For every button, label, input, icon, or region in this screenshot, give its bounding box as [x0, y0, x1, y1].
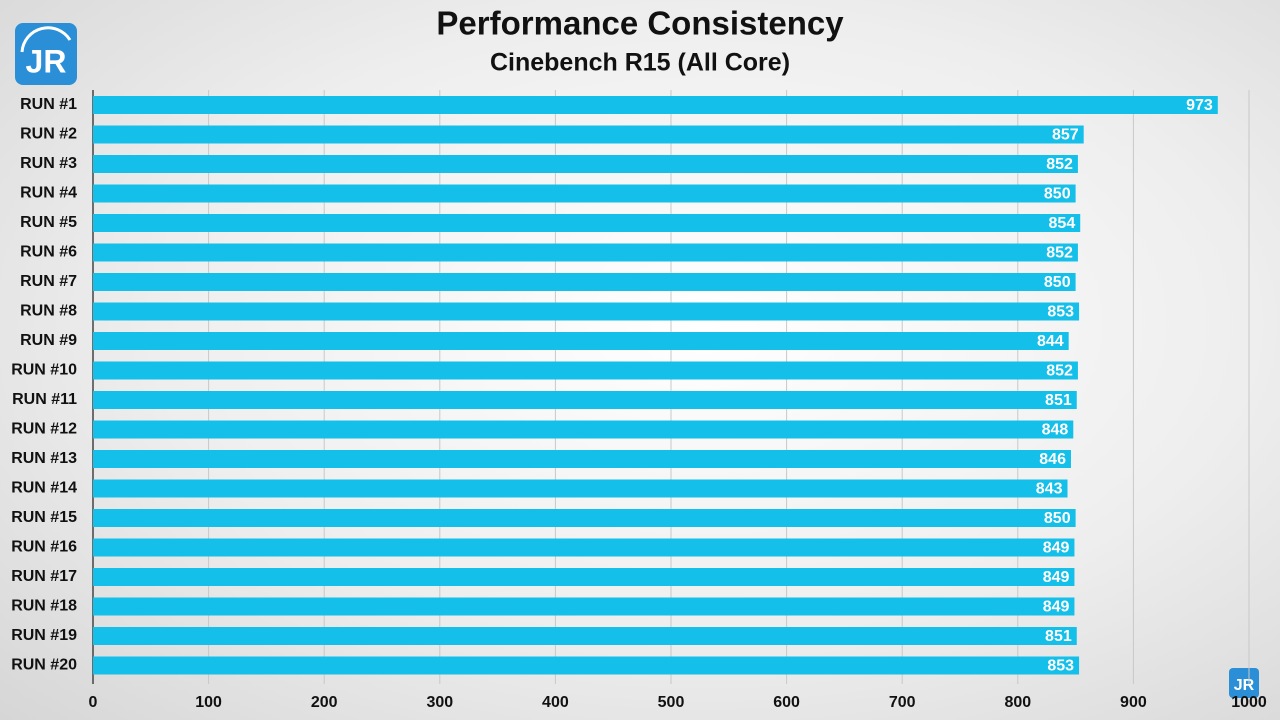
y-tick-label: RUN #16 — [11, 539, 77, 556]
bar — [93, 184, 1076, 203]
x-tick-label: 900 — [1120, 694, 1147, 711]
value-label: 851 — [1045, 392, 1072, 409]
value-label: 853 — [1047, 304, 1074, 321]
logo-arc — [20, 26, 72, 53]
bar — [93, 627, 1077, 645]
bar — [93, 332, 1069, 350]
value-label: 853 — [1047, 658, 1074, 675]
chart-title: Performance Consistency — [436, 5, 844, 42]
bar — [93, 214, 1081, 232]
value-label: 852 — [1046, 245, 1073, 262]
x-tick-label: 100 — [195, 694, 222, 711]
y-tick-label: RUN #1 — [20, 96, 77, 113]
y-tick-label: RUN #19 — [11, 627, 77, 644]
y-tick-label: RUN #4 — [20, 185, 77, 202]
y-tick-label: RUN #10 — [11, 362, 77, 379]
y-tick-label: RUN #11 — [12, 391, 77, 408]
x-tick-label: 0 — [89, 694, 98, 711]
x-tick-label: 300 — [426, 694, 453, 711]
value-label: 850 — [1044, 186, 1071, 203]
bar — [93, 656, 1080, 675]
x-tick-label: 600 — [773, 694, 800, 711]
bar — [93, 479, 1068, 498]
y-tick-label: RUN #9 — [20, 332, 77, 349]
logo-badge — [15, 23, 77, 85]
y-tick-label: RUN #12 — [11, 421, 77, 438]
x-tick-label: 200 — [311, 694, 338, 711]
value-label: 852 — [1046, 363, 1073, 380]
value-label: 849 — [1043, 599, 1070, 616]
y-tick-label: RUN #7 — [20, 273, 77, 290]
bar — [93, 391, 1077, 409]
bar — [93, 243, 1078, 262]
value-label: 851 — [1045, 628, 1072, 645]
y-tick-label: RUN #3 — [20, 155, 77, 172]
y-tick-label: RUN #5 — [20, 214, 77, 231]
value-label: 850 — [1044, 274, 1071, 291]
bar — [93, 155, 1078, 173]
logo-text: JR — [1234, 677, 1255, 694]
chart-subtitle: Cinebench R15 (All Core) — [490, 49, 790, 77]
logo-badge — [1229, 668, 1259, 698]
bar — [93, 273, 1076, 291]
y-tick-label: RUN #8 — [20, 303, 77, 320]
bar — [93, 420, 1074, 439]
y-tick-label: RUN #14 — [11, 480, 77, 497]
bar — [93, 450, 1071, 468]
bar — [93, 509, 1076, 527]
y-tick-label: RUN #17 — [11, 568, 77, 585]
value-label: 846 — [1039, 451, 1066, 468]
logo: JR — [15, 23, 77, 85]
value-label: 857 — [1052, 127, 1079, 144]
x-tick-label: 800 — [1004, 694, 1031, 711]
x-tick-label: 700 — [889, 694, 916, 711]
value-label: 843 — [1036, 481, 1063, 498]
value-label: 848 — [1042, 422, 1069, 439]
bar — [93, 538, 1075, 557]
value-label: 849 — [1043, 540, 1070, 557]
y-tick-label: RUN #6 — [20, 244, 77, 261]
y-tick-label: RUN #13 — [11, 450, 77, 467]
value-label: 849 — [1043, 569, 1070, 586]
x-tick-label: 400 — [542, 694, 569, 711]
bar — [93, 302, 1080, 321]
bar — [93, 96, 1218, 114]
value-label: 852 — [1046, 156, 1073, 173]
y-tick-label: RUN #15 — [11, 509, 77, 526]
y-tick-label: RUN #20 — [11, 657, 77, 674]
x-tick-label: 500 — [658, 694, 685, 711]
logo-text: JR — [26, 43, 67, 79]
value-label: 854 — [1049, 215, 1076, 232]
y-tick-label: RUN #2 — [20, 126, 77, 143]
value-label: 973 — [1186, 97, 1213, 114]
bar — [93, 125, 1084, 144]
bar — [93, 361, 1078, 380]
y-tick-label: RUN #18 — [11, 598, 77, 615]
bar — [93, 597, 1075, 616]
value-label: 850 — [1044, 510, 1071, 527]
x-tick-label: 1000 — [1231, 694, 1267, 711]
bar — [93, 568, 1075, 586]
value-label: 844 — [1037, 333, 1064, 350]
